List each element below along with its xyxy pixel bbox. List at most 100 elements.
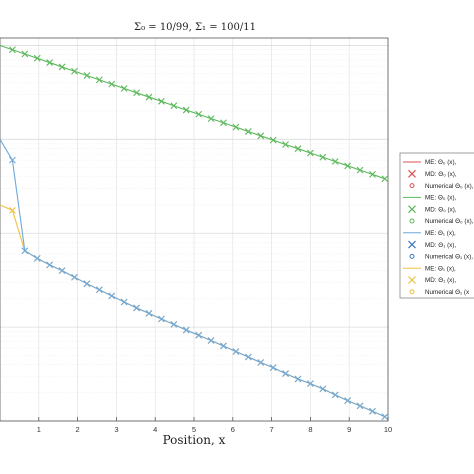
data-point [158,315,165,323]
legend-label: ME: Θ₀ (x), [425,195,457,202]
data-point-stroke [344,162,352,170]
data-point-stroke [9,46,16,54]
data-point [182,106,190,114]
data-point-stroke [282,141,289,148]
legend-label: Numerical Θ₀ (x), [425,218,474,225]
series-line [0,139,386,418]
data-point [257,359,265,366]
data-point-stroke [331,391,339,399]
data-point [71,67,78,75]
data-point-stroke [120,298,128,306]
legend-label: MD: Θ₁ (x), [425,242,456,249]
data-point-stroke [46,59,54,66]
data-point [9,207,16,214]
data-point-stroke [381,175,389,183]
data-point-stroke [381,413,389,421]
data-point-stroke [344,397,352,404]
data-point-stroke [220,342,227,350]
x-tick-label: 10 [384,425,392,434]
data-point-stroke [220,119,227,127]
data-point [356,402,364,410]
legend-label: Numerical Θ₁ (x [425,289,470,296]
data-point-stroke [158,315,165,323]
legend-label: MD: Θ₀ (x), [425,171,457,178]
data-point [282,370,289,377]
x-tick-label: 1 [37,425,41,434]
data-point [257,132,265,140]
data-point [145,93,153,101]
series-layer [0,44,389,421]
data-point-stroke [58,267,66,274]
x-tick-label: 5 [192,425,196,434]
data-point-stroke [319,385,327,393]
data-point [319,153,327,161]
data-point [120,85,128,92]
legend-label: MD: Θ₁ (x), [425,277,456,284]
x-tick-label: 8 [308,425,312,434]
data-point [83,72,91,79]
legend-entry: ME: Θ₀ (x), [403,159,457,166]
legend-entry: MD: Θ₁ (x), [408,276,456,284]
data-point [46,59,54,66]
data-point [220,342,227,350]
data-point [294,375,302,383]
data-point [269,136,277,144]
legend-label: MD: Θ₀ (x), [425,206,457,213]
data-point-stroke [195,331,203,339]
legend-entry: MD: Θ₀ (x), [408,169,457,178]
legend-x-swatch [408,169,416,178]
x-tick-label: 2 [76,425,80,434]
data-point-stroke [71,273,78,281]
data-point [108,80,116,88]
legend-label: ME: Θ₀ (x), [425,159,457,166]
data-point [21,50,29,58]
data-point [282,141,289,148]
data-point-stroke [21,50,29,58]
data-point-stroke [319,153,327,161]
data-point-stroke [182,326,190,334]
data-point [232,123,240,131]
legend-circle-swatch [409,289,415,295]
data-point [170,102,178,110]
data-point-stroke [71,67,78,75]
data-point-stroke [307,380,314,388]
x-tick-label: 9 [347,425,351,434]
legend-entry: ME: Θ₀ (x), [403,195,457,202]
legend-entry: ME: Θ₁ (x), [403,230,456,237]
data-point [331,391,339,399]
data-point [207,115,215,123]
legend-entry: MD: Θ₀ (x), [408,205,457,214]
data-point [195,331,203,339]
legend-entry: MD: Θ₁ (x), [408,240,456,249]
data-point [133,304,140,312]
data-point [33,54,41,62]
data-point-stroke [9,156,16,164]
x-tick-label: 3 [114,425,118,434]
data-point-stroke [182,106,190,114]
legend-x-swatch [408,205,416,214]
data-point [344,397,352,404]
data-point-stroke [33,54,41,62]
data-point [381,175,389,183]
data-point [269,364,277,372]
data-point [95,286,103,294]
data-point-stroke [356,402,364,410]
data-point-stroke [282,370,289,377]
data-point-stroke [133,304,140,312]
data-point [307,149,314,157]
data-point [133,89,140,97]
data-point-stroke [331,158,339,165]
data-point [83,280,91,288]
series-line [0,44,386,180]
data-point-stroke [9,207,16,214]
data-point [95,76,103,84]
chart-title: Σ₀ = 10/99, Σ₁ = 100/11 [134,22,256,33]
data-point-stroke [108,80,116,88]
data-point-stroke [83,72,91,79]
data-point [9,46,16,54]
x-axis-label: Position, x [163,433,226,447]
data-point [319,385,327,393]
data-point-stroke [58,63,66,71]
